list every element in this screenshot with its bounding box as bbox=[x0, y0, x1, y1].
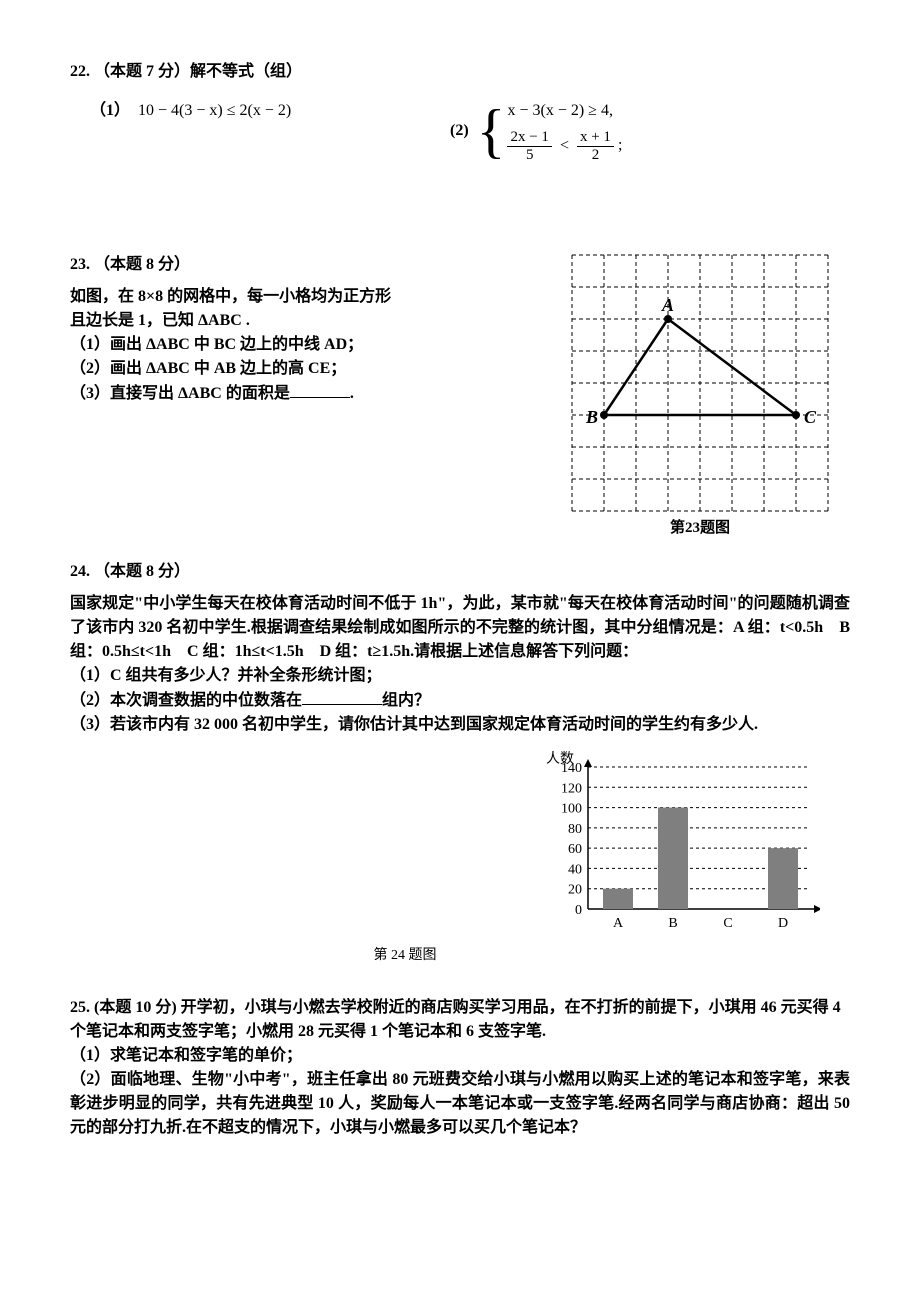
sys-line1: x − 3(x − 2) ≥ 4, bbox=[507, 99, 622, 123]
q22-p1-label: （1） bbox=[90, 99, 130, 123]
q23-title: （本题 8 分） bbox=[94, 256, 190, 273]
q22-part1: （1） 10 − 4(3 − x) ≤ 2(x − 2) bbox=[90, 99, 450, 123]
q24-p2: （2）本次调查数据的中位数落在组内？ bbox=[70, 688, 850, 713]
q24: 24.（本题 8 分） 国家规定"中小学生每天在校体育活动时间不低于 1h"，为… bbox=[70, 560, 850, 966]
q23-p1: （1）画出 ΔABC 中 BC 边上的中线 AD； bbox=[70, 333, 550, 357]
svg-text:D: D bbox=[778, 916, 788, 931]
q25-header-line: 25. (本题 10 分) 开学初，小琪与小燃去学校附近的商店购买学习用品，在不… bbox=[70, 996, 850, 1044]
q23-num: 23. bbox=[70, 256, 90, 273]
frac2: x + 1 2 bbox=[577, 129, 614, 163]
q23-text: 23.（本题 8 分） 如图，在 8×8 的网格中，每一小格均为正方形 且边长是… bbox=[70, 253, 550, 406]
svg-text:C: C bbox=[723, 916, 732, 931]
blank-field-2[interactable] bbox=[302, 688, 382, 705]
q23: 23.（本题 8 分） 如图，在 8×8 的网格中，每一小格均为正方形 且边长是… bbox=[70, 253, 850, 540]
frac1: 2x − 1 5 bbox=[507, 129, 551, 163]
svg-text:120: 120 bbox=[561, 781, 582, 796]
svg-text:0: 0 bbox=[575, 903, 582, 918]
sys-tail: ; bbox=[618, 137, 622, 154]
q25: 25. (本题 10 分) 开学初，小琪与小燃去学校附近的商店购买学习用品，在不… bbox=[70, 996, 850, 1140]
q24-p1: （1）C 组共有多少人？并补全条形统计图； bbox=[70, 664, 850, 688]
svg-text:80: 80 bbox=[568, 821, 582, 836]
q23-caption: 第23题图 bbox=[550, 517, 850, 540]
q24-figure: 020406080100120140ABCD人数组别 第 24 题图 bbox=[70, 747, 850, 966]
svg-text:40: 40 bbox=[568, 862, 582, 877]
q22-title: （本题 7 分）解不等式（组） bbox=[94, 63, 302, 80]
q22-p2-label: (2) bbox=[450, 119, 469, 143]
grid-diagram: A B C bbox=[570, 253, 830, 513]
q23-p2: （2）画出 ΔABC 中 AB 边上的高 CE； bbox=[70, 357, 550, 381]
q22-row: （1） 10 − 4(3 − x) ≤ 2(x − 2) (2) { x − 3… bbox=[90, 99, 850, 163]
q23-p3: （3）直接写出 ΔABC 的面积是. bbox=[70, 381, 550, 406]
q22-part2: (2) { x − 3(x − 2) ≥ 4, 2x − 1 5 < x + 1… bbox=[450, 99, 622, 163]
svg-text:100: 100 bbox=[561, 801, 582, 816]
svg-text:60: 60 bbox=[568, 842, 582, 857]
bar-chart: 020406080100120140ABCD人数组别 bbox=[540, 747, 820, 937]
svg-text:20: 20 bbox=[568, 882, 582, 897]
q22-system: { x − 3(x − 2) ≥ 4, 2x − 1 5 < x + 1 2 bbox=[477, 99, 623, 163]
q25-p1: （1）求笔记本和签字笔的单价； bbox=[70, 1044, 850, 1068]
svg-text:A: A bbox=[661, 295, 674, 315]
q24-caption: 第 24 题图 bbox=[70, 945, 740, 966]
sys-line2: 2x − 1 5 < x + 1 2 ; bbox=[507, 129, 622, 163]
brace-icon: { bbox=[477, 104, 506, 158]
q22-p1-expr: 10 − 4(3 − x) ≤ 2(x − 2) bbox=[138, 99, 291, 123]
svg-text:C: C bbox=[804, 407, 817, 427]
svg-text:B: B bbox=[585, 407, 598, 427]
q23-figure: A B C 第23题图 bbox=[550, 253, 850, 540]
q24-header: 24.（本题 8 分） bbox=[70, 560, 850, 584]
q22: 22.（本题 7 分）解不等式（组） （1） 10 − 4(3 − x) ≤ 2… bbox=[70, 60, 850, 163]
q24-body: 国家规定"中小学生每天在校体育活动时间不低于 1h"，为此，某市就"每天在校体育… bbox=[70, 592, 850, 664]
q23-intro2: 且边长是 1，已知 ΔABC . bbox=[70, 309, 550, 333]
q23-header: 23.（本题 8 分） bbox=[70, 253, 550, 277]
q24-p3: （3）若该市内有 32 000 名初中学生，请你估计其中达到国家规定体育活动时间… bbox=[70, 713, 850, 737]
q22-header: 22.（本题 7 分）解不等式（组） bbox=[70, 60, 850, 84]
q24-num: 24. bbox=[70, 563, 90, 580]
blank-field[interactable] bbox=[290, 381, 350, 398]
svg-text:人数: 人数 bbox=[546, 751, 574, 767]
q23-intro1: 如图，在 8×8 的网格中，每一小格均为正方形 bbox=[70, 285, 550, 309]
q25-num: 25. bbox=[70, 999, 90, 1016]
svg-text:A: A bbox=[613, 916, 624, 931]
q25-p2: （2）面临地理、生物"小中考"，班主任拿出 80 元班费交给小琪与小燃用以购买上… bbox=[70, 1068, 850, 1140]
q25-title: (本题 10 分) bbox=[94, 999, 177, 1016]
system-body: x − 3(x − 2) ≥ 4, 2x − 1 5 < x + 1 2 ; bbox=[507, 99, 622, 163]
q24-title: （本题 8 分） bbox=[94, 563, 190, 580]
lt-op: < bbox=[560, 137, 569, 154]
svg-text:B: B bbox=[668, 916, 677, 931]
q22-num: 22. bbox=[70, 63, 90, 80]
q25-body1: 开学初，小琪与小燃去学校附近的商店购买学习用品，在不打折的前提下，小琪用 46 … bbox=[70, 999, 841, 1040]
